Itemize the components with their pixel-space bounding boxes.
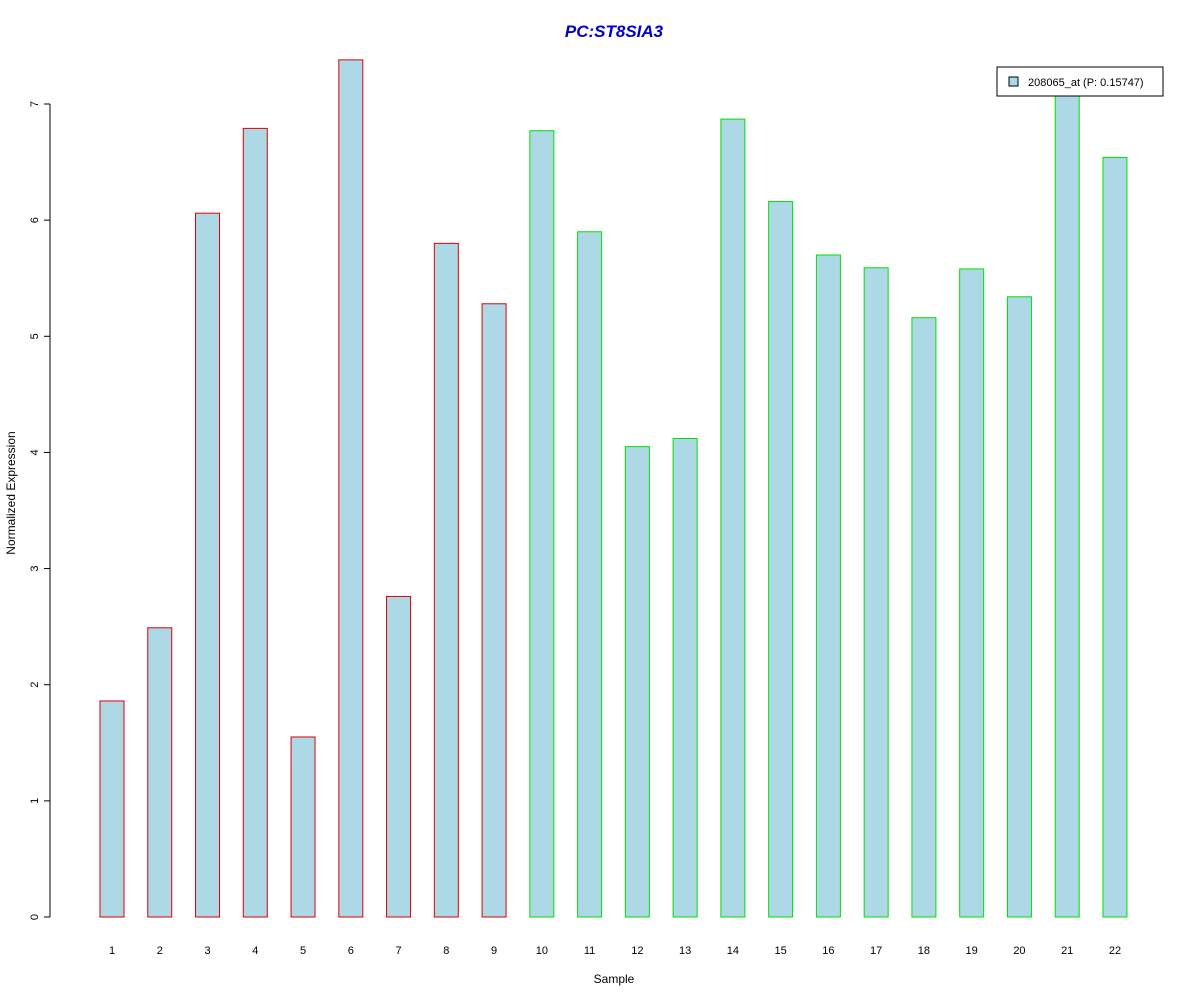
- bar-sample-20: [1006, 296, 1032, 918]
- legend-swatch: [1008, 76, 1019, 87]
- y-tick-label: 4: [29, 449, 41, 455]
- x-tick-label: 10: [536, 945, 548, 957]
- x-tick-label: 12: [631, 945, 643, 957]
- bar-sample-16: [815, 254, 841, 918]
- y-axis: 0 1 2 3 4 5 6 7: [29, 101, 51, 920]
- bar-sample-13: [672, 437, 698, 918]
- x-tick-label: 15: [775, 945, 787, 957]
- bar-sample-1: [99, 700, 125, 918]
- bar-sample-8: [433, 242, 459, 918]
- x-tick-label: 1: [109, 945, 115, 957]
- bar-sample-18: [911, 317, 937, 918]
- bar-sample-17: [863, 267, 889, 918]
- bar-sample-4: [242, 127, 268, 918]
- x-tick-label: 13: [679, 945, 691, 957]
- x-tick-label: 7: [395, 945, 401, 957]
- bars: [99, 59, 1128, 918]
- y-tick-label: 3: [29, 566, 41, 572]
- x-axis: 1 2 3 4 5 6 7 8 9 10 11 12 13 14 15 16 17 18 19 20 21 22: [109, 945, 1121, 957]
- x-tick-label: 3: [204, 945, 210, 957]
- x-tick-label: 21: [1061, 945, 1073, 957]
- x-tick-label: 2: [157, 945, 163, 957]
- bar-sample-6: [338, 59, 364, 918]
- bar-sample-9: [481, 303, 507, 918]
- legend-label: 208065_at (P: 0.15747): [1028, 77, 1144, 89]
- bar-sample-11: [577, 231, 603, 918]
- bar-sample-5: [290, 736, 316, 918]
- x-tick-label: 5: [300, 945, 306, 957]
- x-tick-label: 9: [491, 945, 497, 957]
- x-tick-label: 17: [870, 945, 882, 957]
- bar-sample-3: [195, 212, 221, 918]
- bar-sample-10: [529, 130, 555, 918]
- bar-sample-21: [1054, 94, 1080, 918]
- y-tick-label: 7: [29, 101, 41, 107]
- x-tick-label: 19: [966, 945, 978, 957]
- y-tick-label: 0: [29, 914, 41, 920]
- bar-sample-7: [386, 595, 412, 918]
- legend-box: [996, 66, 1164, 97]
- x-tick-label: 8: [443, 945, 449, 957]
- y-tick-label: 6: [29, 217, 41, 223]
- y-tick-label: 5: [29, 333, 41, 339]
- bar-sample-12: [624, 446, 650, 918]
- x-axis-label: Sample: [594, 972, 635, 986]
- x-tick-label: 11: [584, 945, 595, 957]
- bar-sample-2: [147, 627, 173, 918]
- x-tick-label: 4: [252, 945, 258, 957]
- bar-sample-15: [768, 201, 794, 918]
- bar-sample-19: [959, 268, 985, 918]
- y-tick-label: 2: [29, 682, 41, 688]
- x-tick-label: 20: [1013, 945, 1025, 957]
- y-axis-label: Normalized Expression: [4, 431, 18, 554]
- x-tick-label: 18: [918, 945, 930, 957]
- x-tick-label: 14: [727, 945, 739, 957]
- x-tick-label: 16: [822, 945, 834, 957]
- legend: 208065_at (P: 0.15747): [996, 66, 1164, 97]
- y-tick-label: 1: [29, 798, 41, 804]
- chart-title: PC:ST8SIA3: [565, 22, 664, 41]
- bar-sample-14: [720, 118, 746, 918]
- x-tick-label: 6: [348, 945, 354, 957]
- x-tick-label: 22: [1109, 945, 1121, 957]
- bar-sample-22: [1102, 156, 1128, 918]
